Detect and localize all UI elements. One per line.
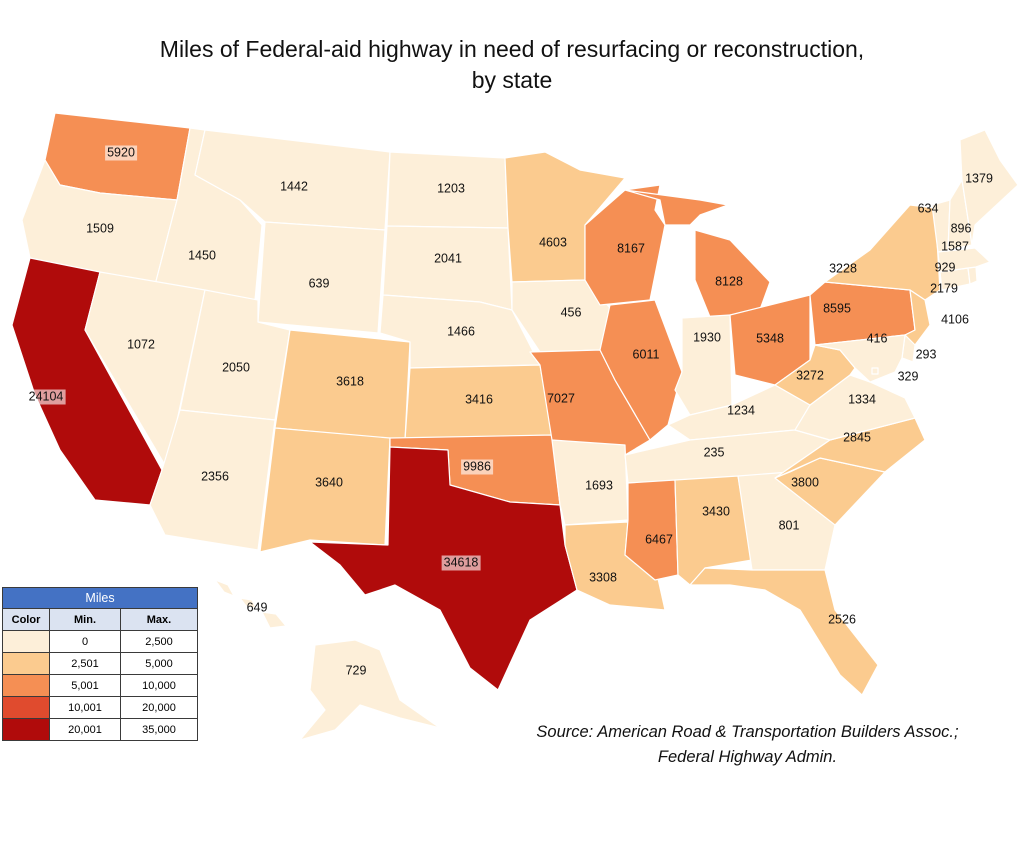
state-value-MT: 1442 xyxy=(280,179,308,194)
state-DC xyxy=(871,367,879,375)
state-value-KY: 1234 xyxy=(727,403,755,418)
state-AK xyxy=(299,639,441,741)
state-value-MS: 6467 xyxy=(645,532,673,547)
state-value-MD: 293 xyxy=(915,347,937,362)
legend-header-row: Color Min. Max. xyxy=(2,608,198,631)
state-value-TX: 34618 xyxy=(441,555,481,571)
state-value-WA: 5920 xyxy=(105,145,137,161)
legend-swatch xyxy=(2,630,50,653)
legend-row: 0 2,500 xyxy=(2,630,198,653)
legend-swatch xyxy=(2,696,50,719)
legend-max: 20,000 xyxy=(120,696,198,719)
legend-max: 2,500 xyxy=(120,630,198,653)
state-value-CA: 24104 xyxy=(26,389,66,405)
title-line-2: by state xyxy=(471,67,553,93)
source-note: Source: American Road & Transportation B… xyxy=(505,720,990,770)
state-AZ xyxy=(149,409,276,551)
state-value-NV: 1072 xyxy=(127,337,155,352)
legend-title: Miles xyxy=(2,587,198,609)
state-value-KS: 3416 xyxy=(465,392,493,407)
state-value-AL: 3430 xyxy=(702,504,730,519)
state-value-VA: 1334 xyxy=(848,392,876,407)
legend-swatch xyxy=(2,718,50,741)
source-line-1: Source: American Road & Transportation B… xyxy=(536,723,959,741)
state-value-SC: 3800 xyxy=(791,475,819,490)
state-value-MN: 4603 xyxy=(539,235,567,250)
state-value-NC: 2845 xyxy=(843,430,871,445)
state-MD xyxy=(814,334,906,383)
state-value-FL: 2526 xyxy=(828,612,856,627)
state-RI xyxy=(967,266,978,285)
state-value-VT: 634 xyxy=(917,201,939,216)
state-value-NJ: 4106 xyxy=(941,312,969,327)
state-value-RI: 929 xyxy=(934,260,956,275)
state-value-MO: 7027 xyxy=(547,391,575,406)
legend-title-row: Miles xyxy=(2,587,198,609)
legend-max: 35,000 xyxy=(120,718,198,741)
state-value-UT: 2050 xyxy=(222,360,250,375)
state-MA xyxy=(937,247,991,273)
state-value-GA: 801 xyxy=(778,518,800,533)
state-value-IA: 456 xyxy=(560,305,582,320)
map-title: Miles of Federal-aid highway in need of … xyxy=(0,34,1024,96)
state-value-LA: 3308 xyxy=(589,570,617,585)
legend-min: 20,001 xyxy=(49,718,121,741)
state-value-NE: 1466 xyxy=(447,324,475,339)
state-HI xyxy=(214,579,287,629)
state-value-CT: 2179 xyxy=(930,281,958,296)
state-AR xyxy=(551,439,629,526)
legend-min: 0 xyxy=(49,630,121,653)
legend-header-max: Max. xyxy=(120,608,198,631)
state-value-PA: 8595 xyxy=(823,301,851,316)
state-value-DC: 329 xyxy=(897,369,919,384)
legend-header-min: Min. xyxy=(49,608,121,631)
source-line-2: Federal Highway Admin. xyxy=(657,748,838,766)
state-value-NM: 3640 xyxy=(315,475,343,490)
legend-row: 5,001 10,000 xyxy=(2,674,198,697)
state-IL xyxy=(599,299,683,441)
state-value-AR: 1693 xyxy=(585,478,613,493)
state-value-HI: 649 xyxy=(246,600,268,615)
state-value-ME: 1379 xyxy=(965,171,993,186)
state-ME xyxy=(959,129,1019,246)
state-value-AZ: 2356 xyxy=(201,469,229,484)
title-line-1: Miles of Federal-aid highway in need of … xyxy=(159,36,865,62)
legend-min: 2,501 xyxy=(49,652,121,675)
state-value-OH: 5348 xyxy=(756,331,784,346)
state-value-IL: 6011 xyxy=(632,347,660,362)
legend-header-color: Color xyxy=(2,608,50,631)
state-value-NH: 896 xyxy=(950,221,972,236)
state-value-IN: 1930 xyxy=(693,330,721,345)
legend-swatch xyxy=(2,674,50,697)
state-value-NY: 3228 xyxy=(829,261,857,276)
legend-row: 2,501 5,000 xyxy=(2,652,198,675)
state-value-WY: 639 xyxy=(308,276,330,291)
legend-row: 20,001 35,000 xyxy=(2,718,198,741)
legend-table: Miles Color Min. Max. 0 2,500 2,501 5,00… xyxy=(2,587,198,741)
state-value-DE: 416 xyxy=(866,331,888,346)
state-value-MA: 1587 xyxy=(941,239,969,254)
legend-swatch xyxy=(2,652,50,675)
state-value-WV: 3272 xyxy=(796,368,824,383)
state-FL xyxy=(689,567,879,696)
legend-max: 10,000 xyxy=(120,674,198,697)
state-value-AK: 729 xyxy=(345,663,367,678)
state-value-SD: 2041 xyxy=(434,251,462,266)
state-NM xyxy=(259,427,391,553)
state-value-OK: 9986 xyxy=(461,459,493,475)
legend-min: 10,001 xyxy=(49,696,121,719)
legend-min: 5,001 xyxy=(49,674,121,697)
state-value-CO: 3618 xyxy=(336,374,364,389)
state-value-WI: 8167 xyxy=(617,241,645,256)
legend-max: 5,000 xyxy=(120,652,198,675)
state-value-ND: 1203 xyxy=(437,181,465,196)
state-value-ID: 1450 xyxy=(188,248,216,263)
state-value-TN: 235 xyxy=(703,445,725,460)
state-value-OR: 1509 xyxy=(86,221,114,236)
state-WY xyxy=(257,221,386,334)
legend-row: 10,001 20,000 xyxy=(2,696,198,719)
state-value-MI: 8128 xyxy=(715,274,743,289)
